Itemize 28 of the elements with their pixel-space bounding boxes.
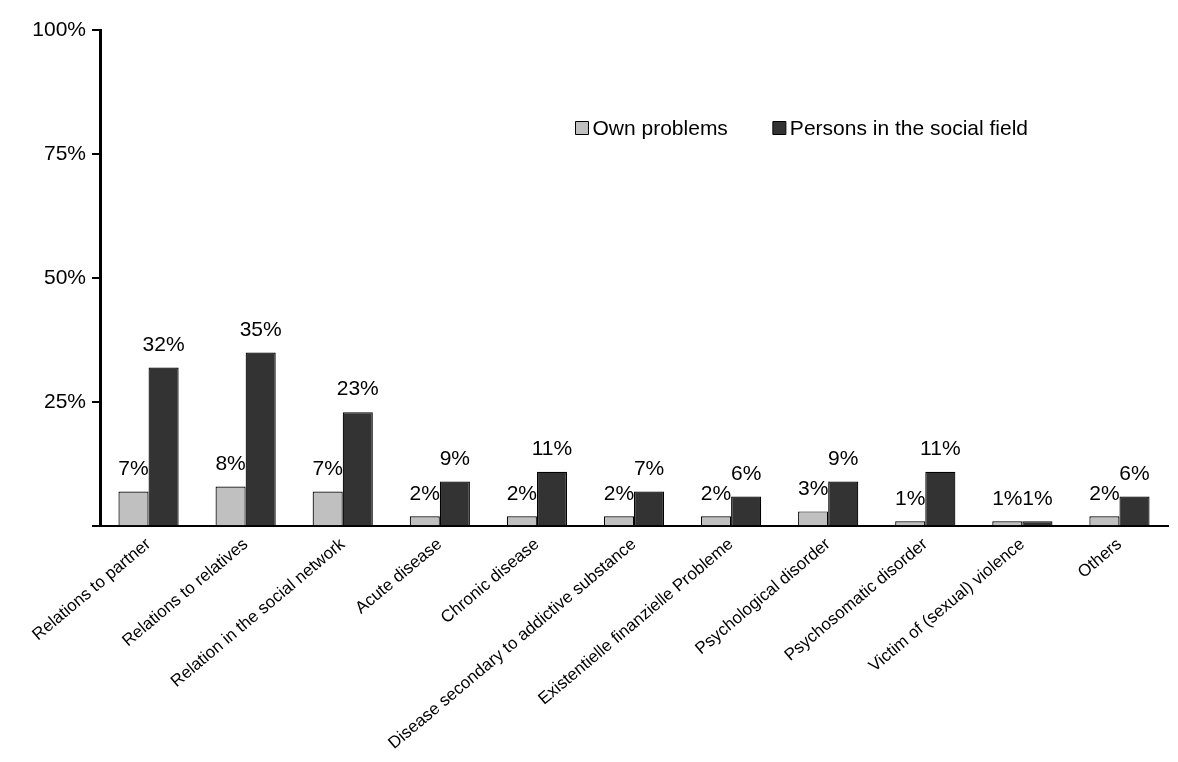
y-tick-label: 50% [43, 264, 86, 288]
data-label: 6% [1119, 460, 1150, 484]
data-label: 7% [312, 455, 343, 479]
y-tick-label: 25% [43, 389, 86, 413]
data-label: 2% [603, 480, 635, 504]
data-label: 2% [1089, 480, 1120, 504]
data-label: 23% [336, 376, 379, 400]
data-label: 35% [239, 316, 282, 340]
legend-label: Own problems [592, 115, 728, 139]
legend-label: Persons in the social field [789, 115, 1029, 139]
data-label: 11% [531, 435, 573, 459]
data-label: 8% [215, 450, 246, 474]
data-label: 1% [992, 485, 1023, 509]
data-label: 11% [920, 435, 961, 459]
data-label: 1% [895, 485, 926, 509]
data-label: 2% [506, 480, 538, 504]
data-label: 9% [828, 445, 859, 469]
data-label: 2% [409, 480, 440, 504]
y-tick-label: 100% [32, 16, 86, 40]
y-tick-label: 75% [43, 140, 86, 164]
data-label: 3% [797, 475, 829, 499]
data-label: 2% [700, 480, 732, 504]
data-label: 6% [730, 460, 762, 484]
data-label: 32% [142, 331, 185, 355]
data-label: 7% [633, 455, 665, 479]
data-label: 1% [1022, 485, 1053, 509]
data-label: 7% [118, 455, 149, 479]
data-label: 9% [439, 445, 471, 469]
